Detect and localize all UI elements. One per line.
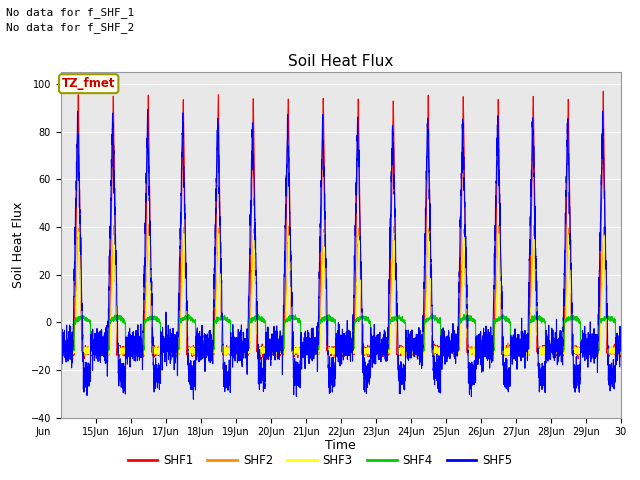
Line: SHF4: SHF4: [61, 313, 621, 352]
Line: SHF3: SHF3: [61, 232, 621, 357]
SHF3: [75, 229, 83, 235]
SHF3: [362, 349, 369, 355]
SHF2: [617, 350, 625, 356]
SHF3: [522, 347, 530, 352]
SHF3: [537, 349, 545, 355]
SHF4: [568, 311, 575, 316]
Text: TZ_fmet: TZ_fmet: [62, 77, 115, 90]
SHF1: [495, 108, 502, 113]
SHF4: [495, 315, 502, 321]
SHF5: [522, 336, 530, 342]
Text: Jun: Jun: [36, 427, 51, 437]
SHF2: [537, 346, 545, 352]
SHF2: [145, 222, 152, 228]
SHF2: [392, 290, 399, 296]
SHF1: [522, 345, 530, 351]
Y-axis label: Soil Heat Flux: Soil Heat Flux: [12, 202, 25, 288]
SHF4: [392, 317, 399, 323]
SHF3: [495, 247, 502, 252]
SHF1: [600, 88, 607, 94]
SHF1: [536, 348, 544, 354]
Legend: SHF1, SHF2, SHF3, SHF4, SHF5: SHF1, SHF2, SHF3, SHF4, SHF5: [123, 449, 517, 472]
SHF3: [57, 347, 65, 352]
SHF4: [362, 314, 369, 320]
Line: SHF2: SHF2: [61, 225, 621, 358]
Title: Soil Heat Flux: Soil Heat Flux: [288, 54, 394, 70]
SHF5: [57, 329, 65, 335]
SHF3: [617, 348, 625, 354]
SHF1: [617, 346, 625, 351]
SHF5: [144, 107, 152, 112]
Text: No data for f_SHF_1: No data for f_SHF_1: [6, 7, 134, 18]
SHF4: [57, 344, 65, 349]
SHF1: [173, 353, 180, 359]
SHF4: [131, 349, 139, 355]
Line: SHF1: SHF1: [61, 91, 621, 360]
SHF4: [536, 317, 544, 323]
SHF1: [392, 265, 399, 271]
SHF2: [173, 347, 181, 352]
SHF1: [256, 357, 264, 363]
SHF3: [511, 354, 518, 360]
SHF2: [362, 346, 369, 351]
X-axis label: Time: Time: [325, 439, 356, 452]
SHF4: [173, 348, 181, 354]
SHF2: [495, 225, 502, 231]
SHF5: [495, 165, 502, 170]
Line: SHF5: SHF5: [61, 109, 621, 399]
SHF5: [537, 379, 545, 385]
SHF4: [522, 346, 530, 352]
SHF4: [617, 347, 625, 353]
Text: No data for f_SHF_2: No data for f_SHF_2: [6, 22, 134, 33]
SHF5: [392, 265, 399, 271]
SHF3: [173, 348, 181, 354]
SHF3: [392, 283, 399, 289]
SHF5: [362, 376, 370, 382]
SHF2: [57, 349, 65, 355]
SHF5: [617, 332, 625, 338]
SHF2: [522, 346, 530, 352]
SHF2: [413, 355, 420, 360]
SHF1: [57, 350, 65, 356]
SHF1: [362, 348, 369, 354]
SHF5: [189, 396, 197, 402]
SHF5: [173, 329, 181, 335]
